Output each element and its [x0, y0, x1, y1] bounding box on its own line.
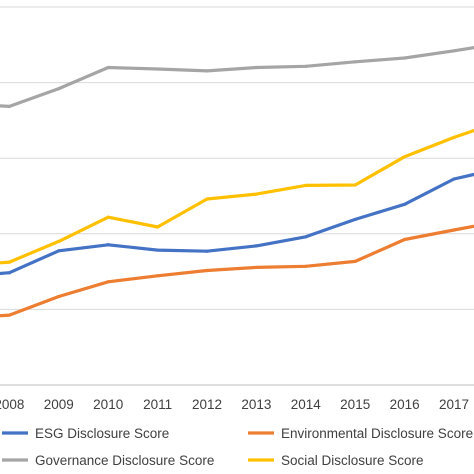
data-point — [156, 67, 160, 71]
data-point — [403, 56, 407, 60]
series-esg-disclosure-score — [0, 172, 474, 276]
data-point — [7, 271, 11, 275]
data-point — [304, 183, 308, 188]
series-line — [0, 172, 474, 276]
data-point — [205, 197, 209, 201]
legend-item: Governance Disclosure Score — [2, 453, 214, 468]
data-point — [403, 202, 407, 206]
x-tick-label: 2012 — [192, 397, 222, 412]
data-point — [452, 49, 456, 53]
data-point — [156, 248, 160, 252]
x-tick-label: 2013 — [241, 397, 271, 412]
data-point — [304, 235, 308, 239]
data-point — [452, 228, 456, 232]
legend-item: Social Disclosure Score — [248, 453, 424, 468]
legend: ESG Disclosure Score Environmental Disclo… — [2, 426, 473, 468]
data-point — [205, 69, 209, 73]
data-point — [452, 135, 456, 140]
data-point — [254, 65, 258, 70]
data-point — [106, 243, 110, 247]
legend-item: Environmental Disclosure Score — [248, 426, 473, 441]
data-point — [403, 237, 407, 242]
data-point — [57, 87, 61, 91]
data-point — [7, 260, 11, 264]
series-social-disclosure-score — [0, 128, 474, 265]
data-point — [254, 244, 258, 248]
data-point — [106, 215, 110, 219]
series-environmental-disclosure-score — [0, 224, 474, 318]
series-lines — [0, 45, 474, 318]
x-tick-label: 2015 — [340, 397, 370, 412]
legend-label: Governance Disclosure Score — [35, 453, 214, 468]
x-tick-label: 2008 — [0, 397, 24, 412]
gridlines — [0, 6, 474, 386]
data-point — [452, 177, 456, 181]
data-point — [7, 104, 11, 109]
data-point — [205, 249, 209, 253]
data-point — [156, 274, 160, 278]
legend-label: Social Disclosure Score — [281, 453, 424, 468]
legend-label: Environmental Disclosure Score — [281, 426, 473, 441]
series-line — [0, 45, 474, 109]
x-tick-label: 2014 — [291, 397, 322, 412]
x-tick-label: 2016 — [390, 397, 420, 412]
series-line — [0, 128, 474, 265]
x-tick-label: 2009 — [44, 397, 74, 412]
data-point — [353, 60, 357, 64]
data-point — [353, 217, 357, 222]
series-governance-disclosure-score — [0, 45, 474, 109]
data-point — [106, 65, 110, 70]
legend-label: ESG Disclosure Score — [35, 426, 169, 441]
data-point — [304, 264, 308, 268]
x-tick-label: 2017 — [439, 397, 469, 412]
data-point — [57, 294, 61, 299]
data-point — [57, 249, 61, 253]
x-tick-label: 2011 — [143, 397, 172, 412]
data-point — [353, 259, 357, 263]
series-line — [0, 224, 474, 318]
data-point — [156, 225, 160, 229]
x-tick-label: 2010 — [93, 397, 123, 412]
data-point — [304, 64, 308, 68]
legend-item: ESG Disclosure Score — [2, 426, 169, 441]
x-axis-tick-labels: 2007200820092010201120122013201420152016… — [0, 397, 469, 412]
data-point — [254, 192, 258, 196]
data-point — [353, 183, 357, 187]
data-point — [403, 155, 407, 159]
data-point — [57, 239, 61, 243]
data-point — [254, 265, 258, 270]
data-point — [205, 268, 209, 273]
data-point — [7, 313, 11, 317]
data-point — [106, 280, 110, 284]
